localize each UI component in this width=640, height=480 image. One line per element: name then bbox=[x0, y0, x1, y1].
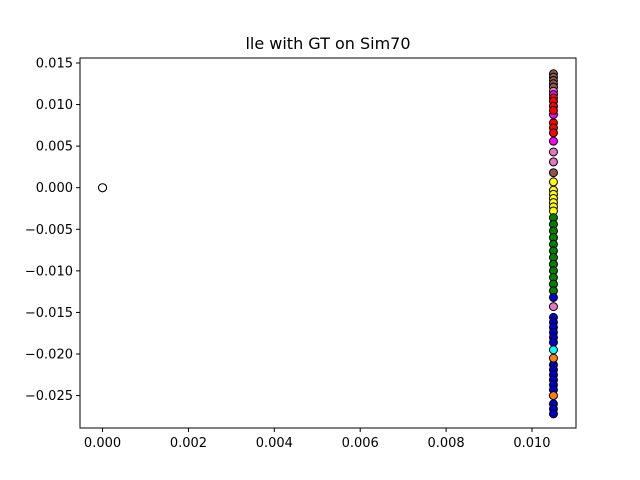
x-tick-label: 0.000 bbox=[84, 436, 121, 451]
scatter-point bbox=[548, 302, 558, 312]
scatter-point bbox=[98, 183, 108, 193]
scatter-point bbox=[548, 337, 558, 347]
y-axis: 0.015 0.010 0.005 0.000 −0.005 −0.010 −0.015 −0… bbox=[25, 56, 80, 404]
y-tick-label: −0.005 bbox=[25, 223, 73, 238]
x-tick-label: 0.006 bbox=[342, 436, 379, 451]
y-tick-label: −0.020 bbox=[25, 348, 73, 363]
scatter-point bbox=[548, 391, 558, 401]
scatter-point bbox=[548, 353, 558, 363]
data-points bbox=[98, 69, 558, 419]
axes-frame bbox=[79, 57, 577, 429]
y-tick-label: 0.000 bbox=[36, 181, 73, 196]
x-tick-label: 0.004 bbox=[256, 436, 293, 451]
scatter-point bbox=[548, 168, 558, 178]
x-tick-label: 0.010 bbox=[513, 436, 550, 451]
y-tick-label: 0.015 bbox=[36, 56, 73, 71]
scatter-point bbox=[548, 147, 558, 157]
scatter-point bbox=[548, 136, 558, 146]
y-tick-label: 0.005 bbox=[36, 140, 73, 155]
y-tick-label: 0.010 bbox=[36, 98, 73, 113]
x-axis: 0.000 0.002 0.004 0.006 0.008 0.010 bbox=[84, 428, 551, 451]
x-tick-label: 0.008 bbox=[427, 436, 464, 451]
scatter-point bbox=[548, 345, 558, 355]
scatter-point bbox=[548, 177, 558, 187]
chart-title: lle with GT on Sim70 bbox=[245, 34, 410, 53]
scatter-point bbox=[548, 105, 558, 115]
scatter-point bbox=[548, 409, 558, 419]
scatter-point bbox=[548, 128, 558, 138]
y-tick-label: −0.015 bbox=[25, 306, 73, 321]
y-tick-label: −0.025 bbox=[25, 389, 73, 404]
x-tick-label: 0.002 bbox=[170, 436, 207, 451]
scatter-point bbox=[548, 292, 558, 302]
y-tick-label: −0.010 bbox=[25, 264, 73, 279]
scatter-point bbox=[548, 157, 558, 167]
